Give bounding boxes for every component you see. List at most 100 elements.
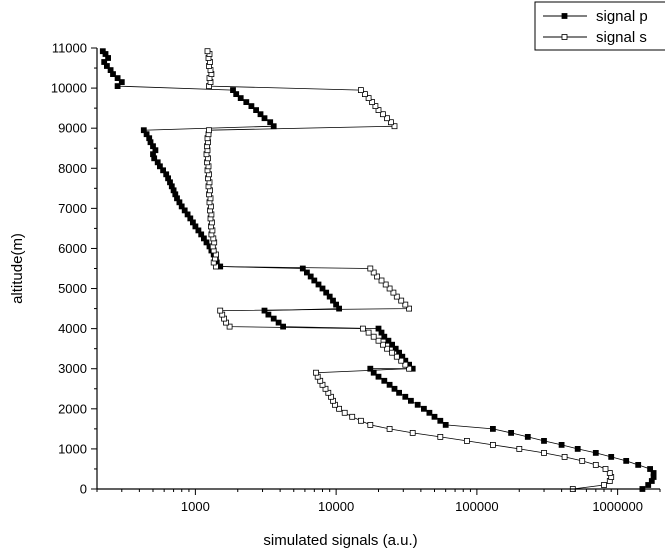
data-point	[386, 425, 393, 432]
data-point	[386, 381, 393, 388]
data-point	[341, 409, 348, 416]
data-point	[370, 333, 377, 340]
data-point	[406, 305, 413, 312]
data-point	[574, 445, 581, 452]
data-point	[414, 401, 421, 408]
data-point	[402, 361, 409, 368]
data-point	[385, 337, 392, 344]
data-point	[315, 281, 322, 288]
data-point	[391, 123, 398, 130]
x-axis-label: simulated signals (a.u.)	[263, 532, 417, 549]
data-point	[163, 171, 170, 178]
data-point	[160, 167, 167, 174]
data-point	[204, 48, 211, 55]
data-point	[336, 405, 343, 412]
data-point	[402, 393, 409, 400]
data-point	[217, 307, 224, 314]
data-point	[541, 449, 547, 456]
data-point	[270, 315, 277, 322]
data-point	[275, 319, 282, 326]
data-point	[378, 329, 385, 336]
data-point	[398, 297, 405, 304]
data-point	[233, 91, 240, 97]
data-point	[253, 107, 260, 113]
data-point	[379, 111, 386, 118]
data-point	[375, 107, 382, 113]
series-2	[203, 48, 615, 492]
data-point	[601, 482, 607, 488]
data-point	[330, 297, 336, 304]
data-point	[374, 273, 380, 280]
data-point	[322, 385, 329, 392]
data-point	[561, 453, 568, 460]
data-point	[323, 289, 330, 296]
data-point	[311, 277, 318, 284]
data-point	[386, 285, 393, 292]
data-point	[280, 323, 287, 330]
data-point	[426, 409, 433, 416]
data-point	[265, 311, 272, 318]
data-point	[367, 421, 374, 428]
data-point	[606, 470, 613, 476]
data-point	[372, 103, 379, 109]
data-point	[608, 453, 615, 460]
data-point	[365, 329, 372, 336]
data-point	[184, 211, 191, 218]
data-point	[390, 289, 397, 296]
x-tick-label: 10000	[318, 499, 354, 514]
legend-box	[534, 1, 665, 51]
data-point	[463, 437, 470, 444]
data-point	[303, 269, 310, 276]
x-tick-label: 1000	[181, 499, 210, 514]
data-point	[181, 207, 188, 214]
data-point	[623, 457, 630, 464]
data-point	[333, 301, 340, 308]
data-point	[357, 87, 364, 93]
y-tick-label: 5000	[58, 281, 87, 296]
data-point	[375, 325, 382, 332]
data-point	[647, 466, 653, 472]
data-point	[378, 277, 385, 284]
plot-area	[99, 48, 657, 492]
data-point	[326, 293, 333, 300]
data-point	[118, 79, 125, 85]
data-point	[319, 285, 326, 292]
y-tick-label: 0	[80, 482, 87, 497]
data-point	[114, 83, 121, 89]
data-point	[635, 461, 642, 468]
data-point	[336, 305, 343, 312]
data-point	[226, 323, 233, 330]
data-point	[369, 99, 376, 105]
legend-item: signal s	[543, 29, 647, 46]
data-point	[402, 301, 409, 308]
data-point	[367, 365, 374, 372]
x-tick-label: 1000000	[592, 499, 643, 514]
data-point	[361, 91, 368, 97]
data-point	[206, 127, 212, 134]
data-point	[365, 95, 372, 101]
data-point	[154, 159, 161, 166]
data-point	[114, 75, 121, 81]
data-point	[261, 307, 268, 314]
y-axis-label: altitude(m)	[9, 233, 26, 304]
data-point	[307, 273, 314, 280]
data-point	[437, 417, 444, 424]
data-point	[261, 115, 268, 122]
data-point	[393, 293, 400, 300]
y-tick-label: 11000	[52, 41, 87, 56]
data-point	[407, 397, 414, 404]
data-point	[392, 345, 399, 352]
data-point	[359, 325, 366, 332]
data-point	[267, 119, 274, 126]
data-point	[524, 433, 531, 440]
data-point	[489, 441, 496, 448]
data-point	[243, 99, 250, 105]
legend: signal p signal s	[534, 1, 665, 51]
data-point	[508, 429, 515, 436]
data-point	[357, 417, 364, 424]
y-tick-label: 9000	[58, 121, 87, 136]
data-point	[602, 466, 609, 472]
data-point	[389, 341, 396, 348]
y-tick-label: 4000	[58, 321, 87, 336]
legend-label: signal p	[596, 8, 648, 25]
